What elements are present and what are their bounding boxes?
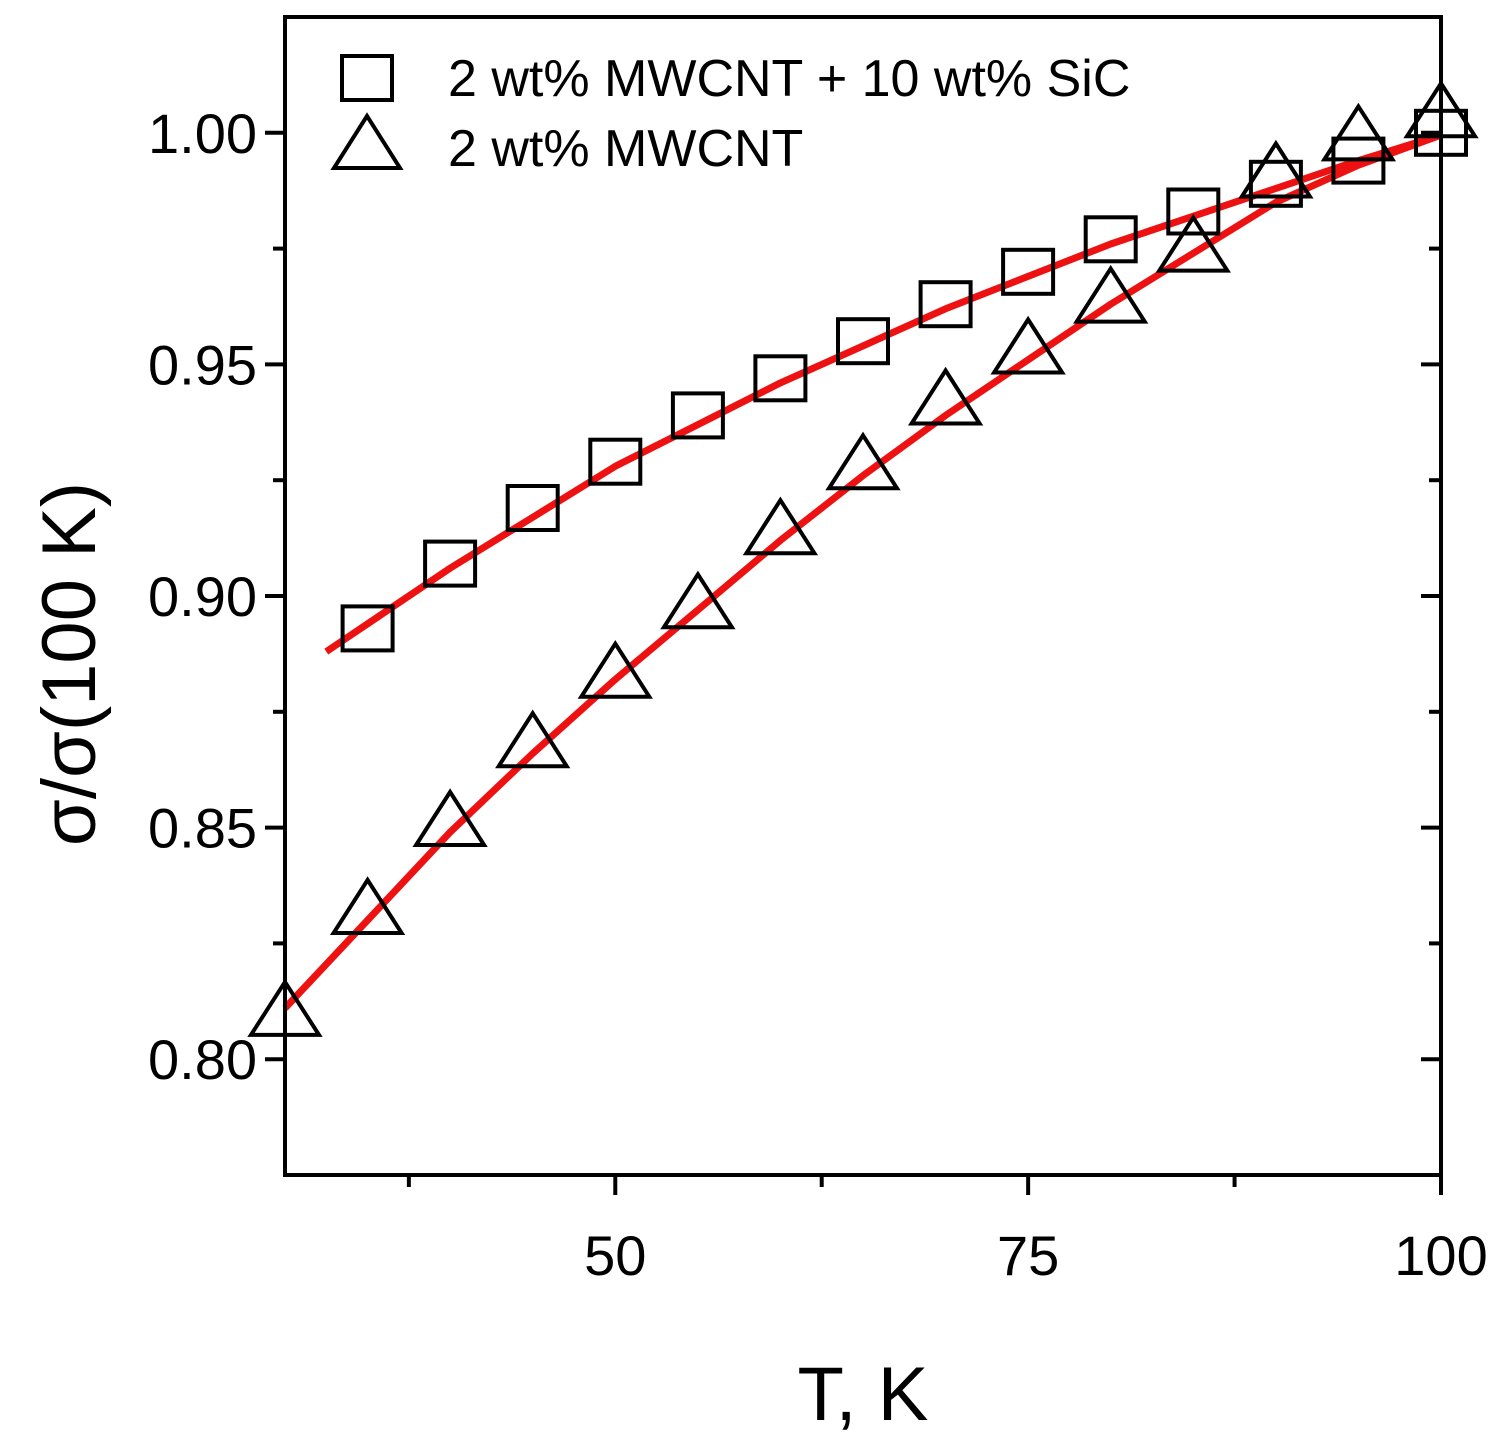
data-point-square [1001,247,1056,296]
data-point-square [753,354,808,403]
y-tick-label: 0.95 [148,333,257,396]
data-point-triangle [495,709,571,769]
y-tick-label: 0.90 [148,565,257,628]
data-point-square [1083,215,1138,264]
data-point-square [505,484,560,532]
legend-label-series-1: 2 wt% MWCNT + 10 wt% SiC [448,50,1130,108]
y-tick-label: 0.85 [148,797,257,860]
y-tick-label: 1.00 [148,102,257,165]
data-point-triangle [577,639,653,699]
x-tick-label: 75 [997,1224,1059,1287]
data-point-triangle [825,431,901,491]
marker-layer [247,79,1479,1037]
data-point-square [918,280,973,329]
data-point-triangle [1073,264,1149,324]
tick-layer [265,130,1443,1195]
legend: 2 wt% MWCNT + 10 wt% SiC 2 wt% MWCNT [330,50,1130,178]
data-point-triangle [1155,213,1231,273]
data-point-square [340,604,395,653]
data-point-square [1166,187,1221,236]
fit-line-series-1 [324,131,1443,655]
data-point-triangle [742,496,819,556]
data-point-triangle [329,876,406,935]
legend-label-series-2: 2 wt% MWCNT [448,120,803,178]
fit-line-series-2 [282,131,1443,1011]
legend-marker-triangle [330,112,404,170]
data-point-triangle [1238,139,1314,199]
legend-marker-square [340,54,394,102]
y-axis-title: σ/σ(100 K) [27,482,112,846]
data-point-triangle [660,570,736,630]
data-point-triangle [1320,102,1397,162]
y-tick-label: 0.80 [148,1028,257,1091]
x-axis-title: T, K [798,1352,929,1437]
data-point-triangle [412,788,488,847]
data-point-square [670,391,725,440]
data-point-square [423,539,478,588]
data-point-square [588,437,643,486]
label-layer: 50 75 100 0.80 0.85 0.90 0.95 1.00 [148,102,1488,1287]
data-point-triangle [907,366,984,426]
fit-layer [282,131,1443,1011]
x-tick-label: 100 [1394,1224,1487,1287]
data-point-square [836,317,890,366]
data-point-triangle [990,315,1066,375]
x-tick-label: 50 [584,1224,646,1287]
